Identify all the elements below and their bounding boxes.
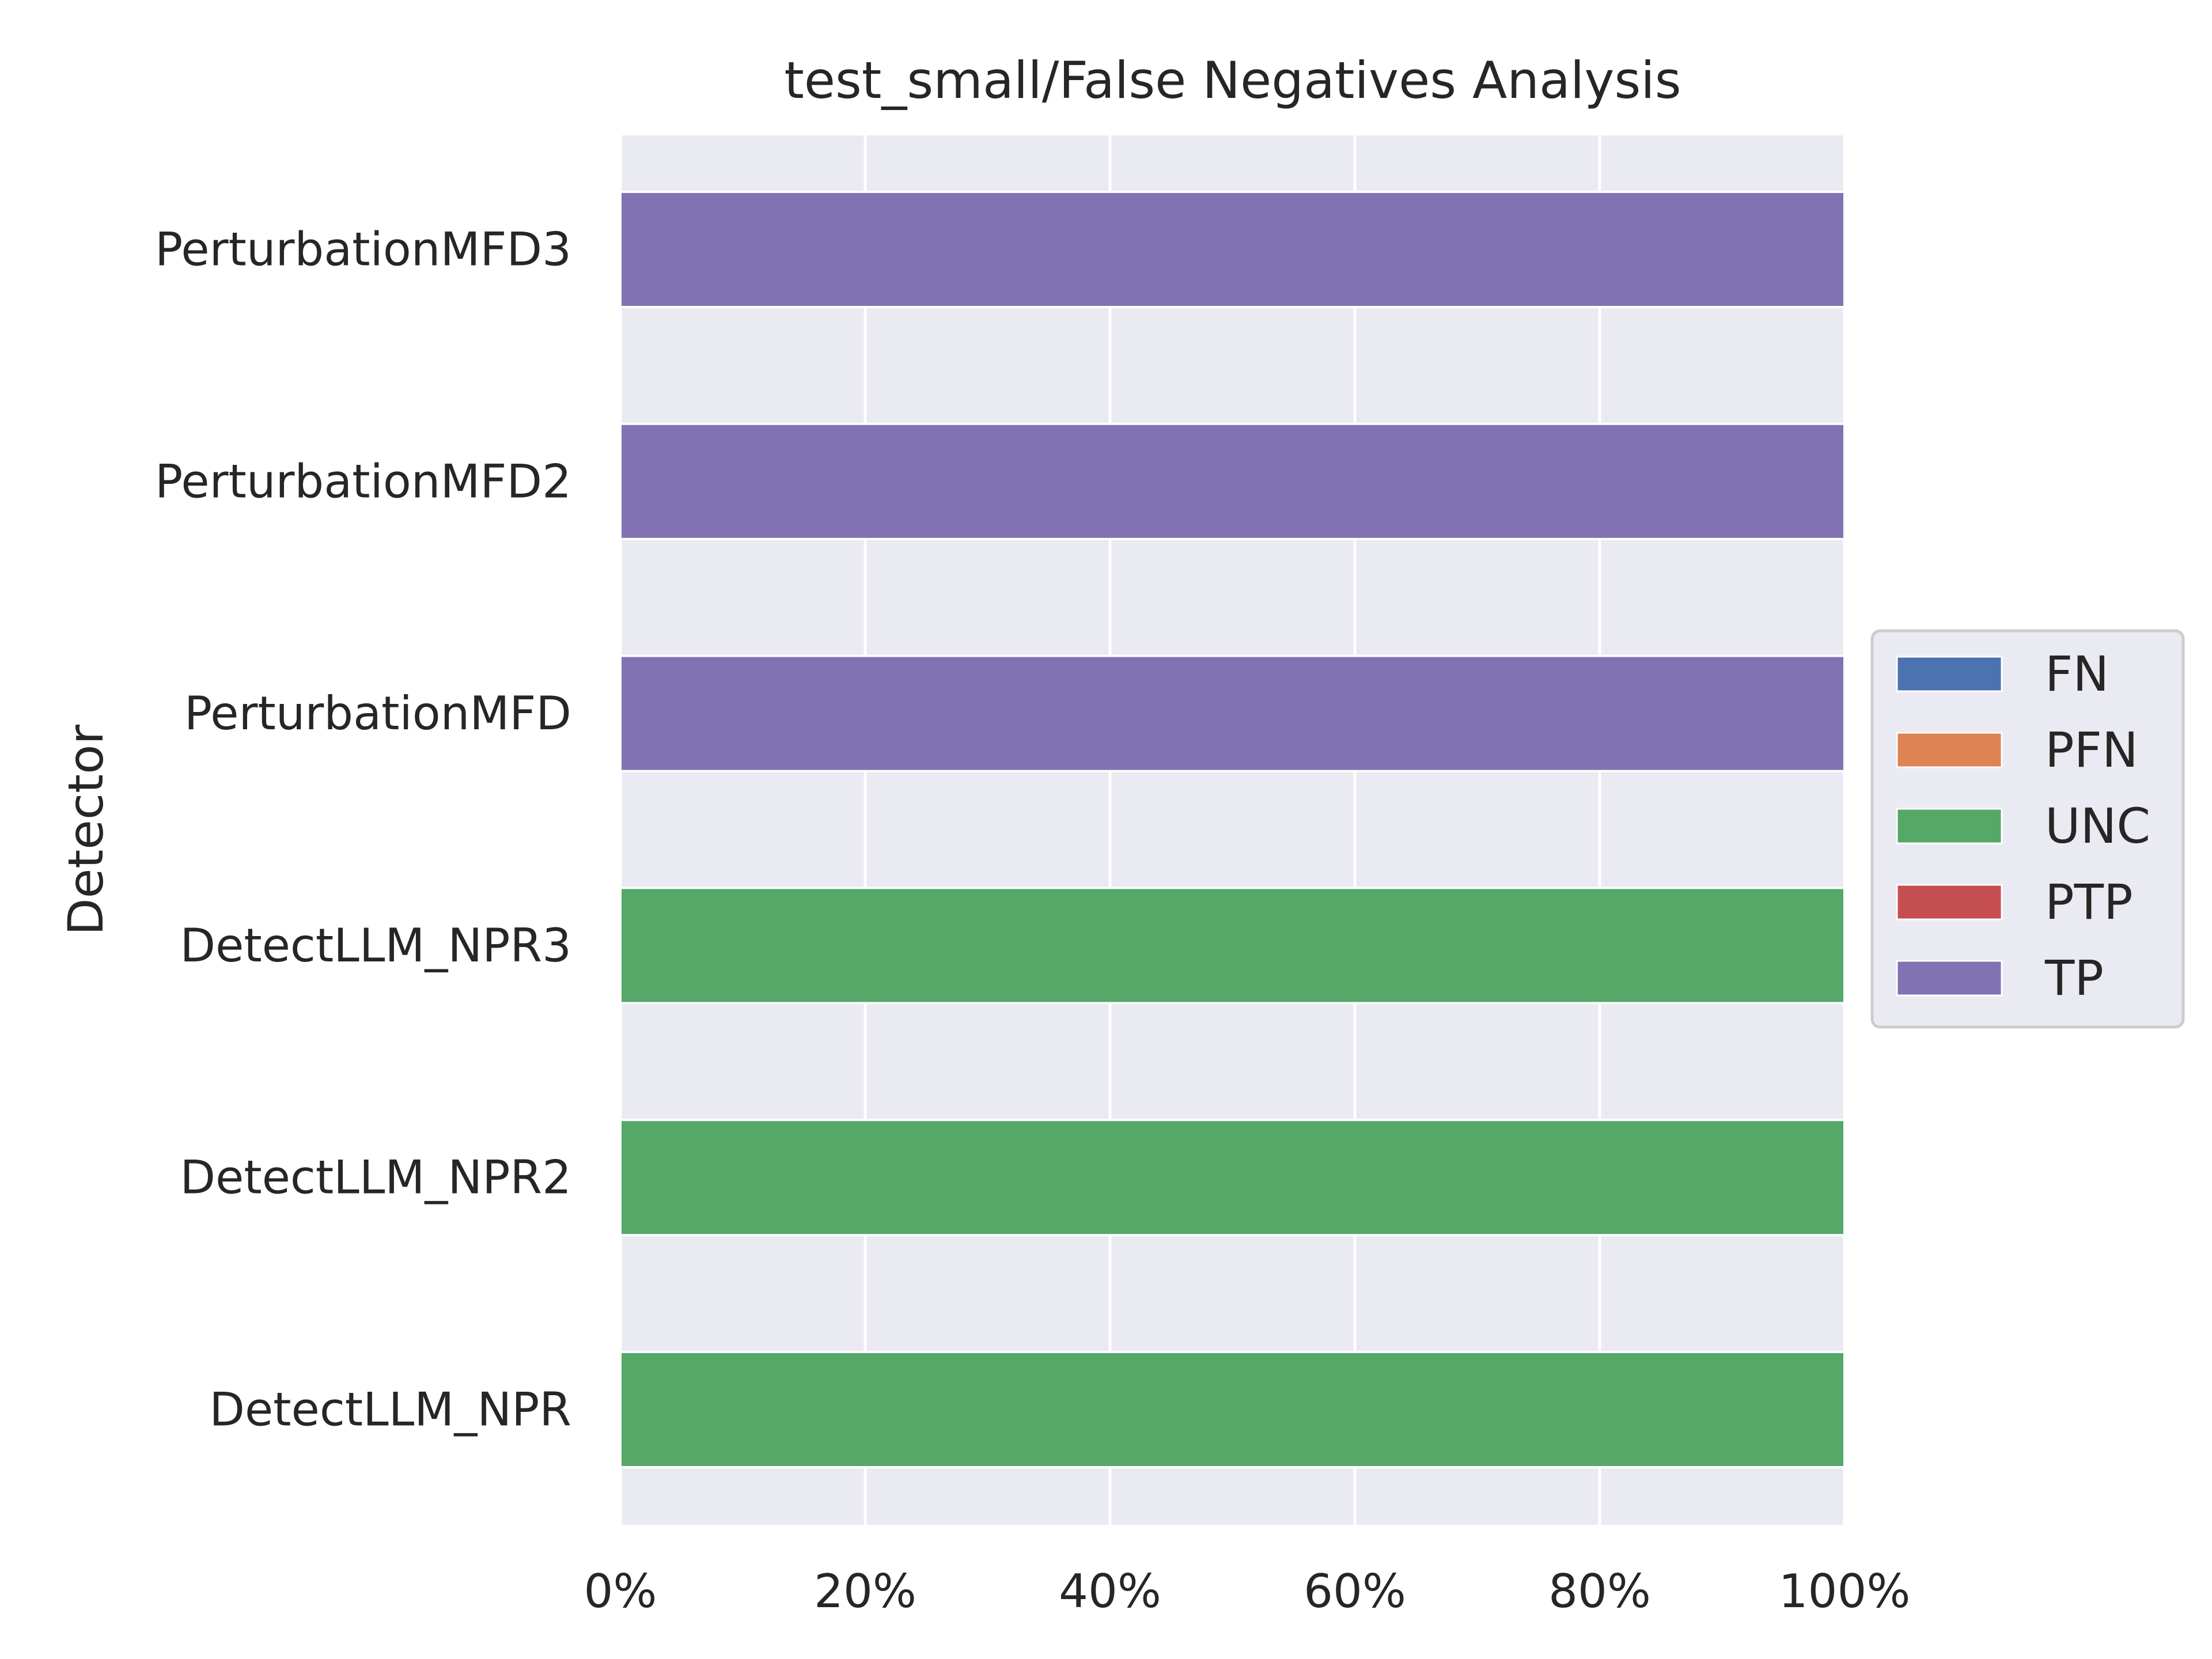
legend-label-unc: UNC [2045,798,2150,854]
legend-swatch-tp [1896,960,2003,997]
y-axis-label: Detector [58,725,114,935]
plot-background [620,135,1844,1525]
bar-unc-detectllm-npr2 [619,1119,1846,1237]
y-tick-label: DetectLLM_NPR [209,1383,571,1437]
legend-swatch-ptp [1896,884,2003,921]
x-tick-label: 0% [584,1565,657,1618]
bar-unc-detectllm-npr3 [619,887,1846,1005]
legend-label-pfn: PFN [2045,722,2138,778]
bars [619,191,1846,1468]
chart-title: test_small/False Negatives Analysis [784,51,1681,110]
bar-unc-detectllm-npr [619,1351,1846,1468]
bar-tp-perturbationmfd [619,654,1846,772]
x-tick-label: 20% [814,1565,916,1618]
legend-frame [1870,629,2185,1029]
y-tick-label: DetectLLM_NPR2 [180,1151,572,1205]
legend-swatch-pfn [1896,732,2003,768]
y-tick-label: PerturbationMFD [184,687,571,740]
x-tick-label: 100% [1779,1565,1911,1618]
legend-swatch-fn [1896,656,2003,692]
y-tick-label: DetectLLM_NPR3 [180,919,572,972]
legend: FN PFN UNC PTP TP [1870,629,2185,1029]
x-tick-label: 40% [1059,1565,1161,1618]
bar-tp-perturbationmfd3 [619,191,1846,308]
legend-label-ptp: PTP [2045,874,2133,930]
legend-swatch-unc [1896,808,2003,844]
bar-tp-perturbationmfd2 [619,422,1846,540]
y-tick-labels: DetectLLM_NPR DetectLLM_NPR2 DetectLLM_NPR… [155,223,571,1437]
y-tick-label: PerturbationMFD3 [155,223,571,276]
legend-label-fn: FN [2045,646,2109,702]
x-tick-labels: 0% 20% 40% 60% 80% 100% [584,1565,1911,1618]
x-tick-label: 60% [1304,1565,1406,1618]
y-tick-label: PerturbationMFD2 [155,454,571,508]
legend-label-tp: TP [2044,950,2104,1006]
x-tick-label: 80% [1548,1565,1651,1618]
